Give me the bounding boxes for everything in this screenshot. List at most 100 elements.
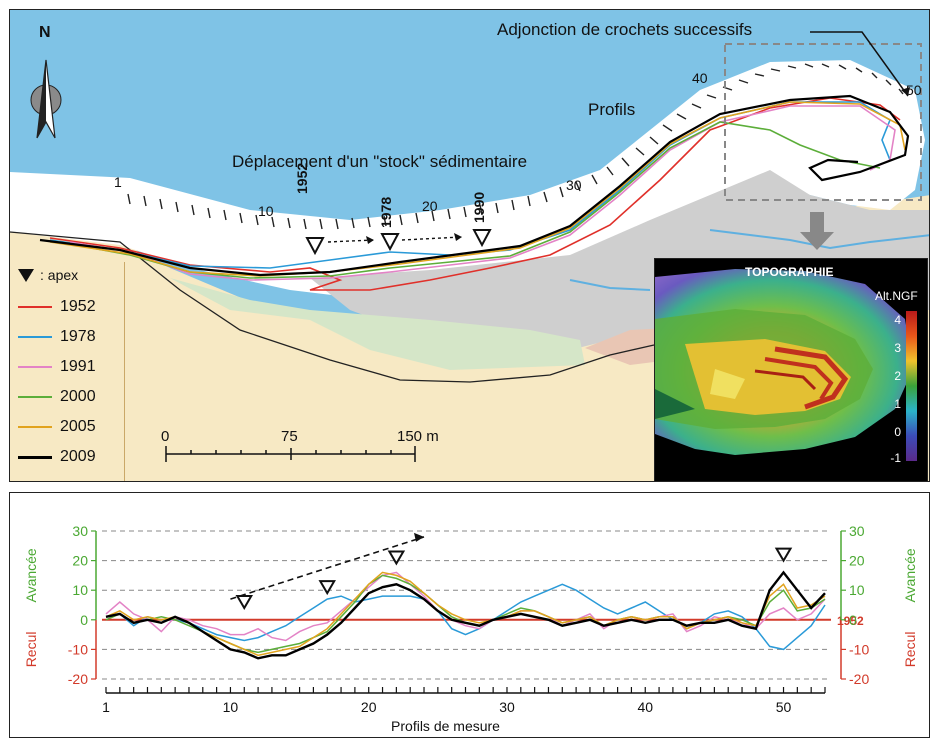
legend-swatch: [18, 426, 52, 428]
legend-item-2000: 2000: [18, 386, 96, 408]
shoreline-2000: [69, 121, 881, 279]
colorbar-tick: 4: [894, 313, 901, 327]
crochets-annotation: Adjonction de crochets successifs: [497, 20, 753, 39]
profils-label: Profils: [588, 100, 636, 119]
y-tick-label: -20: [849, 671, 869, 687]
legend-label: 2005: [60, 418, 96, 435]
hook-zoom-box: [724, 43, 922, 201]
y-tick-label: 0: [80, 612, 88, 628]
legend-item-1991: 1991: [18, 356, 96, 378]
creek: [709, 229, 929, 250]
north-arrow-icon: [30, 59, 62, 139]
apex-year-1978: 1978: [378, 196, 394, 228]
map-panel: N Adjonction de crochets successifs Prof…: [9, 9, 930, 482]
y-tick-label: 10: [849, 582, 865, 598]
ylabel-top-right: Avancée: [902, 548, 918, 602]
legend-apex: : apex: [18, 264, 78, 286]
legend-label: 1991: [60, 358, 96, 375]
stock-label: Déplacement d'un "stock" sédimentaire: [232, 152, 528, 171]
legend-item-1978: 1978: [18, 326, 96, 348]
colorbar: [906, 311, 917, 461]
trend-arrow: [230, 536, 425, 600]
apex-year-1952: 1952: [294, 162, 310, 194]
shoreline-traces: [39, 94, 910, 291]
apex-1978-marker: [380, 233, 400, 252]
apex-year-1990: 1990: [471, 191, 487, 223]
legend-swatch: [18, 396, 52, 398]
series-line-2009: [105, 570, 826, 660]
x-tick-label: 30: [499, 699, 515, 715]
shoreline-2009: [39, 94, 910, 277]
profile-number-30: 30: [566, 177, 582, 193]
colorbar-tick: 1: [894, 397, 901, 411]
legend-swatch: [18, 455, 52, 459]
y-tick-label: -10: [68, 641, 88, 657]
coastline: [10, 231, 655, 383]
y-tick-label: -10: [849, 641, 869, 657]
green-vegetation: [170, 278, 585, 370]
y-tick-label: 10: [72, 582, 88, 598]
shoreline-1952: [49, 97, 901, 291]
legend-swatch: [18, 366, 52, 368]
reference-label: 1952: [837, 614, 864, 628]
y-tick-label: -20: [68, 671, 88, 687]
legend-apex-label: : apex: [40, 267, 79, 283]
map-apex-markers: [305, 229, 492, 256]
x-tick-label: 20: [361, 699, 377, 715]
shoreline-1991: [69, 105, 896, 281]
ylabel-top-left: Avancée: [23, 548, 39, 602]
spit-white-band: [10, 60, 925, 302]
apex-marker: [774, 547, 793, 563]
x-tick-label: 1: [102, 699, 110, 715]
chart-panel: 1952 -20 -10 0 10 20 30 -20 -10 0 10 20 30 Avancée Rec…: [9, 492, 930, 738]
north-label: N: [39, 24, 51, 41]
ylabel-bottom-right: Recul: [902, 632, 918, 668]
scale-label-0: 0: [161, 428, 170, 445]
y-tick-label: 30: [849, 523, 865, 539]
topography-image: [655, 259, 927, 481]
legend-item-2009: 2009: [18, 446, 96, 468]
y-tick-label: 30: [72, 523, 88, 539]
zoom-arrow: [800, 212, 834, 250]
legend-label: 2009: [60, 448, 96, 465]
apex-1990-marker: [472, 229, 492, 248]
legend-label: 1952: [60, 298, 96, 315]
x-tick-label: 50: [776, 699, 792, 715]
legend-swatch: [18, 306, 52, 308]
colorbar-tick: 3: [894, 341, 901, 355]
legend-item-2005: 2005: [18, 416, 96, 438]
profile-number-40: 40: [692, 70, 708, 86]
legend-label: 2000: [60, 388, 96, 405]
trend-arrow-head: [414, 532, 425, 542]
creek-2: [569, 279, 651, 291]
series-line-1978: [105, 583, 826, 651]
colorbar-tick: 2: [894, 369, 901, 383]
profile-number-50: 50: [906, 82, 922, 98]
scale-bar: [165, 446, 416, 462]
topography-inset: TOPOGRAPHIE Alt.NGF 4 3 2 1 0 -1: [654, 258, 928, 481]
profile-number-1: 1: [114, 174, 122, 190]
shoreline-1978: [49, 101, 891, 269]
apex-marker: [318, 580, 336, 596]
y-tick-label: 0: [849, 612, 857, 628]
colorbar-title: Alt.NGF: [875, 289, 918, 303]
inset-title: TOPOGRAPHIE: [745, 265, 834, 279]
y-tick-label: 20: [849, 553, 865, 569]
shoreline-2005: [49, 101, 906, 277]
x-axis-label: Profils de mesure: [391, 718, 500, 734]
apex-marker: [387, 550, 406, 566]
scale-label-75: 75: [281, 428, 298, 445]
legend-label: 1978: [60, 328, 96, 345]
apex-triangle-icon: [18, 268, 34, 282]
colorbar-tick: -1: [890, 451, 901, 465]
profile-number-20: 20: [422, 198, 438, 214]
x-tick-label: 10: [223, 699, 239, 715]
series-line-1991: [105, 571, 826, 642]
annotation-arrow: [810, 31, 909, 97]
profile-number-10: 10: [258, 203, 274, 219]
ylabel-bottom-left: Recul: [23, 632, 39, 668]
profile-ticks: [127, 63, 904, 230]
legend-swatch: [18, 336, 52, 338]
apex-1952-marker: [305, 237, 325, 256]
stock-arrows: [327, 236, 463, 243]
